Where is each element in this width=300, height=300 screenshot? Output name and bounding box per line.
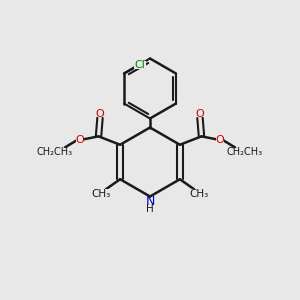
Text: O: O — [216, 135, 224, 145]
Text: O: O — [76, 135, 84, 145]
FancyBboxPatch shape — [93, 190, 109, 198]
Text: CH₃: CH₃ — [91, 189, 110, 199]
Text: CH₂CH₃: CH₂CH₃ — [227, 147, 263, 157]
FancyBboxPatch shape — [146, 199, 154, 211]
Text: CH₂CH₃: CH₂CH₃ — [37, 147, 73, 157]
FancyBboxPatch shape — [96, 110, 104, 117]
FancyBboxPatch shape — [76, 136, 84, 144]
Text: CH₃: CH₃ — [190, 189, 209, 199]
Text: H: H — [146, 204, 154, 214]
Text: O: O — [96, 109, 104, 118]
FancyBboxPatch shape — [134, 61, 146, 69]
FancyBboxPatch shape — [196, 110, 204, 117]
Text: O: O — [196, 109, 204, 118]
FancyBboxPatch shape — [44, 148, 66, 156]
Text: N: N — [145, 195, 155, 208]
FancyBboxPatch shape — [234, 148, 256, 156]
Text: Cl: Cl — [134, 60, 145, 70]
FancyBboxPatch shape — [191, 190, 207, 198]
FancyBboxPatch shape — [216, 136, 224, 144]
